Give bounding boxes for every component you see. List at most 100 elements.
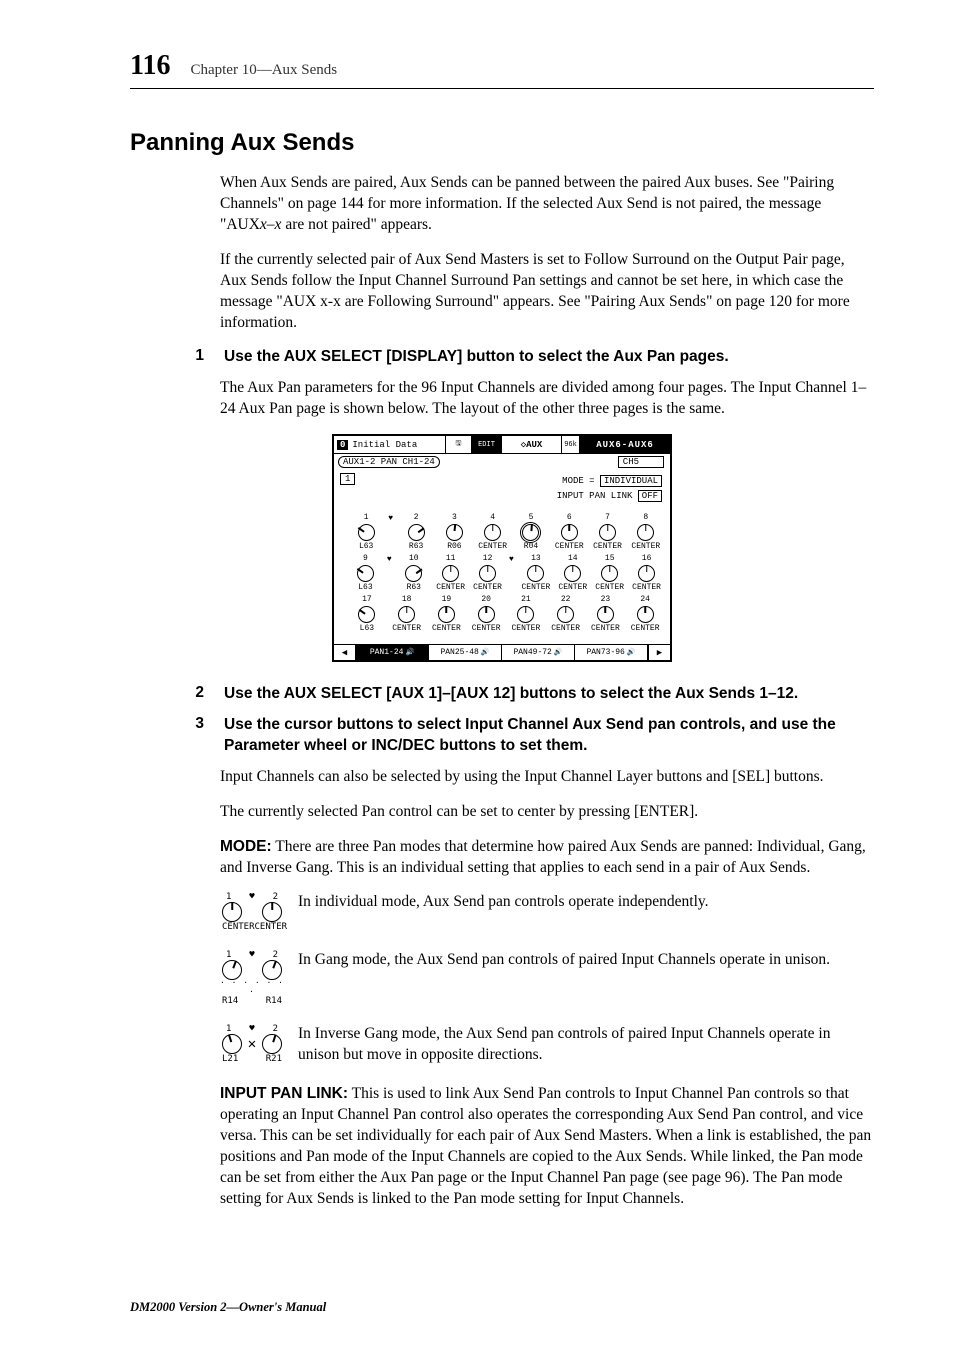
icon-n2: 2	[273, 950, 278, 960]
pan-cell-value: CENTER	[591, 624, 620, 634]
pan-cell: 12CENTER	[472, 554, 503, 593]
intro-p1-italic: x–x	[260, 216, 282, 233]
icon-v2: R14	[266, 996, 282, 1006]
lcd-tab-1-label: PAN1-24	[370, 648, 404, 657]
pan-cell: 24CENTER	[628, 595, 662, 634]
pan-cell-number: 15	[605, 554, 615, 564]
mode-individual-row: 1♥2 CENTERCENTER In individual mode, Aux…	[220, 892, 874, 932]
lcd-title-badge: 0	[337, 440, 348, 450]
pan-knob[interactable]	[357, 565, 374, 582]
pan-knob[interactable]	[601, 565, 618, 582]
pan-knob[interactable]	[564, 565, 581, 582]
pan-knob[interactable]	[557, 606, 574, 623]
heart-icon: ♥	[249, 1024, 254, 1034]
lcd-tab-2-label: PAN25-48	[440, 648, 478, 657]
pan-knob[interactable]	[517, 606, 534, 623]
lcd-mode-area: 1 MODE = INDIVIDUAL INPUT PAN LINK OFF	[334, 470, 670, 509]
pan-cell-value: CENTER	[595, 583, 624, 593]
pan-knob[interactable]	[478, 606, 495, 623]
lcd-tab-right-arrow[interactable]: ▶	[648, 645, 670, 660]
pan-cell: 6CENTER	[553, 513, 585, 552]
mode-gang-icon: 1♥2 · · · · · · · R14R14	[220, 950, 284, 1006]
pan-knob[interactable]	[398, 606, 415, 623]
pan-knob[interactable]	[527, 565, 544, 582]
step-1-body: The Aux Pan parameters for the 96 Input …	[220, 378, 874, 420]
pan-cell-value: CENTER	[478, 542, 507, 552]
pan-knob[interactable]	[637, 606, 654, 623]
mode-gang-text: In Gang mode, the Aux Send pan controls …	[298, 950, 874, 971]
pan-cell-number: 3	[452, 513, 457, 523]
pan-knob[interactable]	[442, 565, 459, 582]
pan-cell-value: CENTER	[632, 583, 661, 593]
pair-heart-icon: ♥	[387, 554, 392, 593]
icon-v2: R21	[266, 1054, 282, 1064]
pan-knob[interactable]	[637, 524, 654, 541]
pan-knob[interactable]	[358, 524, 375, 541]
pan-knob[interactable]	[405, 565, 422, 582]
pan-cell-value: CENTER	[551, 624, 580, 634]
lcd-tab-4-label: PAN73-96	[586, 648, 624, 657]
lcd-tab-1[interactable]: PAN1-24	[356, 645, 429, 660]
pan-cell-number: 7	[605, 513, 610, 523]
pan-cell-value: CENTER	[432, 624, 461, 634]
lcd-mode-value: INDIVIDUAL	[600, 475, 662, 487]
page: 116 Chapter 10—Aux Sends Panning Aux Sen…	[0, 0, 954, 1351]
knob-icon	[222, 1034, 242, 1054]
pan-cell-value: R63	[407, 583, 421, 593]
pan-knob[interactable]	[522, 524, 539, 541]
pan-knob[interactable]	[358, 606, 375, 623]
pair-heart-icon: ♥	[388, 513, 394, 552]
pan-knob[interactable]	[438, 606, 455, 623]
pan-knob[interactable]	[638, 565, 655, 582]
page-footer: DM2000 Version 2—Owner's Manual	[130, 1300, 326, 1315]
pan-cell-number: 19	[442, 595, 452, 605]
pan-knob[interactable]	[479, 565, 496, 582]
icon-v1: L21	[222, 1054, 238, 1064]
pan-cell-value: R06	[447, 542, 461, 552]
pan-cell-value: L63	[359, 542, 373, 552]
pan-cell-value: CENTER	[558, 583, 587, 593]
lcd-tab-2[interactable]: PAN25-48	[429, 645, 502, 660]
pan-cell: 4CENTER	[477, 513, 509, 552]
lcd-tab-3[interactable]: PAN49-72	[502, 645, 575, 660]
lcd-edit-badge: EDIT	[472, 436, 502, 453]
pan-knob[interactable]	[484, 524, 501, 541]
lcd-channel-box: CH5	[618, 456, 664, 468]
lcd-pan-grid: 1L63♥2R633R064CENTER5R046CENTER7CENTER8C…	[334, 509, 670, 644]
link-dots-icon: · · · · · · ·	[220, 978, 284, 996]
pan-cell-number: 20	[481, 595, 491, 605]
pan-cell-number: 5	[529, 513, 534, 523]
pan-knob[interactable]	[597, 606, 614, 623]
pan-cell: 21CENTER	[509, 595, 543, 634]
mode-paragraph: MODE: There are three Pan modes that det…	[220, 837, 874, 879]
input-pan-link-runin: INPUT PAN LINK:	[220, 1085, 348, 1102]
intro-paragraph-1: When Aux Sends are paired, Aux Sends can…	[220, 173, 874, 236]
pan-cell: 1L63	[350, 513, 382, 552]
pan-cell-value: R04	[524, 542, 538, 552]
lcd-tab-left-arrow[interactable]: ◀	[334, 645, 356, 660]
lcd-one-box: 1	[340, 473, 355, 485]
pan-knob[interactable]	[561, 524, 578, 541]
lcd-tab-4[interactable]: PAN73-96	[575, 645, 648, 660]
pan-knob[interactable]	[599, 524, 616, 541]
pan-cell-value: CENTER	[511, 624, 540, 634]
pan-cell-number: 14	[568, 554, 578, 564]
mode-inverse-row: 1♥2 ✕ L21R21 In Inverse Gang mode, the A…	[220, 1024, 874, 1066]
page-number: 116	[130, 50, 170, 82]
lcd-title-text: Initial Data	[352, 440, 417, 450]
step-3: 3 Use the cursor buttons to select Input…	[190, 715, 874, 757]
pan-cell: 22CENTER	[549, 595, 583, 634]
pan-cell-value: CENTER	[593, 542, 622, 552]
icon-v1: R14	[222, 996, 238, 1006]
pan-cell-number: 23	[601, 595, 611, 605]
pan-knob[interactable]	[446, 524, 463, 541]
step-1-text: Use the AUX SELECT [DISPLAY] button to s…	[224, 347, 729, 368]
icon-n1: 1	[226, 892, 231, 902]
pan-row: 17L6318CENTER19CENTER20CENTER21CENTER22C…	[350, 595, 662, 634]
icon-n2: 2	[273, 892, 278, 902]
lcd-panel: 0 Initial Data 🖫 EDIT ◇AUX 96k AUX6-AUX6…	[332, 434, 672, 662]
pan-knob[interactable]	[408, 524, 425, 541]
knob-icon	[222, 902, 242, 922]
step-2-text: Use the AUX SELECT [AUX 1]–[AUX 12] butt…	[224, 684, 798, 705]
knob-icon	[262, 902, 282, 922]
